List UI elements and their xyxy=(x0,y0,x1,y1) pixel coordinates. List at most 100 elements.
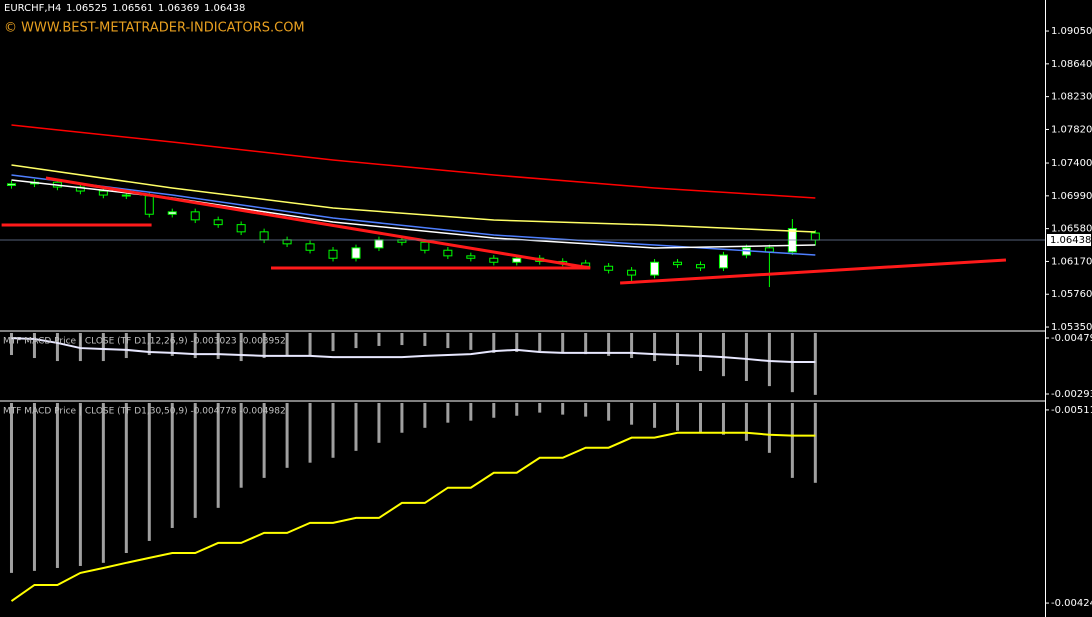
histogram-bar xyxy=(9,333,13,356)
moving-average xyxy=(11,164,816,233)
histogram-bar xyxy=(744,333,748,381)
histogram-bar xyxy=(331,333,335,352)
moving-average xyxy=(11,124,816,199)
histogram-bar xyxy=(492,333,496,353)
y-tick-label: 1.08230 xyxy=(1051,92,1092,103)
histogram-bar xyxy=(308,333,312,356)
candle-body xyxy=(374,239,384,249)
histogram-bar xyxy=(78,403,82,566)
histogram-bar xyxy=(147,403,151,541)
candle-body xyxy=(6,183,16,186)
histogram-bar xyxy=(354,333,358,349)
histogram-bar xyxy=(561,333,565,352)
candle-body xyxy=(144,195,154,215)
y-tick-label: 1.09050 xyxy=(1051,26,1092,37)
symbol: EURCHF,H4 xyxy=(4,3,61,14)
candle-body xyxy=(190,211,200,221)
y-tick-label: -0.004793 xyxy=(1051,333,1092,344)
ohlc-value: 1.06561 xyxy=(112,3,153,14)
histogram-bar xyxy=(676,333,680,365)
candle-body xyxy=(650,261,660,276)
histogram-bar xyxy=(446,333,450,349)
candle-body xyxy=(259,231,269,241)
histogram-bar xyxy=(469,403,473,421)
histogram-bar xyxy=(55,333,59,362)
histogram-bar xyxy=(216,403,220,508)
histogram-bar xyxy=(515,403,519,416)
histogram-bar xyxy=(55,403,59,568)
histogram-bar xyxy=(515,333,519,352)
y-tick-label: 1.06990 xyxy=(1051,191,1092,202)
indicator-title: MTF MACD Price | CLOSE (TF D1,12,26,9) -… xyxy=(3,337,286,347)
last-price-label: 1.06438 xyxy=(1050,235,1091,246)
histogram-bar xyxy=(239,403,243,488)
histogram-bar xyxy=(446,403,450,423)
histogram-bar xyxy=(630,333,634,359)
histogram-bar xyxy=(698,333,702,372)
histogram-bar xyxy=(561,403,565,415)
histogram-bar xyxy=(653,403,657,428)
histogram-bar xyxy=(767,333,771,387)
histogram-bar xyxy=(124,403,128,553)
signal-line xyxy=(11,337,816,363)
histogram-bar xyxy=(423,333,427,346)
candle-body xyxy=(810,232,820,241)
histogram-bar xyxy=(101,403,105,563)
candle-body xyxy=(718,254,728,269)
histogram-bar xyxy=(354,403,358,451)
histogram-bar xyxy=(331,403,335,458)
trendline xyxy=(620,258,1007,285)
histogram-bar xyxy=(584,403,588,417)
histogram-bar xyxy=(607,403,611,421)
y-tick-label: -0.005112 xyxy=(1051,405,1092,416)
candle-body xyxy=(443,249,453,257)
candle-body xyxy=(213,219,223,226)
histogram-bar xyxy=(377,403,381,443)
moving-average xyxy=(11,174,816,256)
histogram-bar xyxy=(32,403,36,571)
candle-body xyxy=(764,247,774,253)
histogram-bar xyxy=(101,333,105,362)
watermark: © WWW.BEST-METATRADER-INDICATORS.COM xyxy=(4,21,305,36)
histogram-bar xyxy=(193,333,197,359)
histogram-bar xyxy=(469,333,473,350)
y-tick-label: -0.004248 xyxy=(1051,598,1092,609)
histogram-bar xyxy=(400,333,404,346)
histogram-bar xyxy=(813,333,817,395)
candle-body xyxy=(604,265,614,271)
histogram-bar xyxy=(813,403,817,483)
histogram-bar xyxy=(262,333,266,359)
candle-body xyxy=(236,224,246,233)
y-tick-label: 1.06170 xyxy=(1051,256,1092,267)
ohlc-value: 1.06525 xyxy=(66,3,107,14)
histogram-bar xyxy=(78,333,82,362)
histogram-bar xyxy=(377,333,381,346)
histogram-bar xyxy=(607,333,611,356)
y-tick-label: 1.08640 xyxy=(1051,59,1092,70)
indicator-title: MTF MACD Price | CLOSE (TF D1,30,50,9) -… xyxy=(3,407,286,417)
histogram-bar xyxy=(584,333,588,355)
candle-body xyxy=(305,243,315,251)
y-tick-label: 1.05350 xyxy=(1051,322,1092,333)
candle-body xyxy=(512,257,522,263)
histogram-bar xyxy=(676,403,680,431)
histogram-bar xyxy=(423,403,427,428)
candle-body xyxy=(328,249,338,259)
histogram-bar xyxy=(285,403,289,468)
histogram-bar xyxy=(538,333,542,352)
histogram-bar xyxy=(653,333,657,362)
histogram-bar xyxy=(147,333,151,356)
candle-body xyxy=(466,255,476,259)
candle-body xyxy=(167,211,177,215)
last-price-box xyxy=(1047,234,1091,246)
candle-body xyxy=(627,269,637,276)
histogram-bar xyxy=(285,333,289,356)
signal-line xyxy=(10,431,816,602)
trendline xyxy=(45,176,591,270)
y-tick-label: 1.06580 xyxy=(1051,224,1092,235)
candle-body xyxy=(673,261,683,266)
candle-body xyxy=(121,194,131,197)
histogram-bar xyxy=(170,403,174,528)
